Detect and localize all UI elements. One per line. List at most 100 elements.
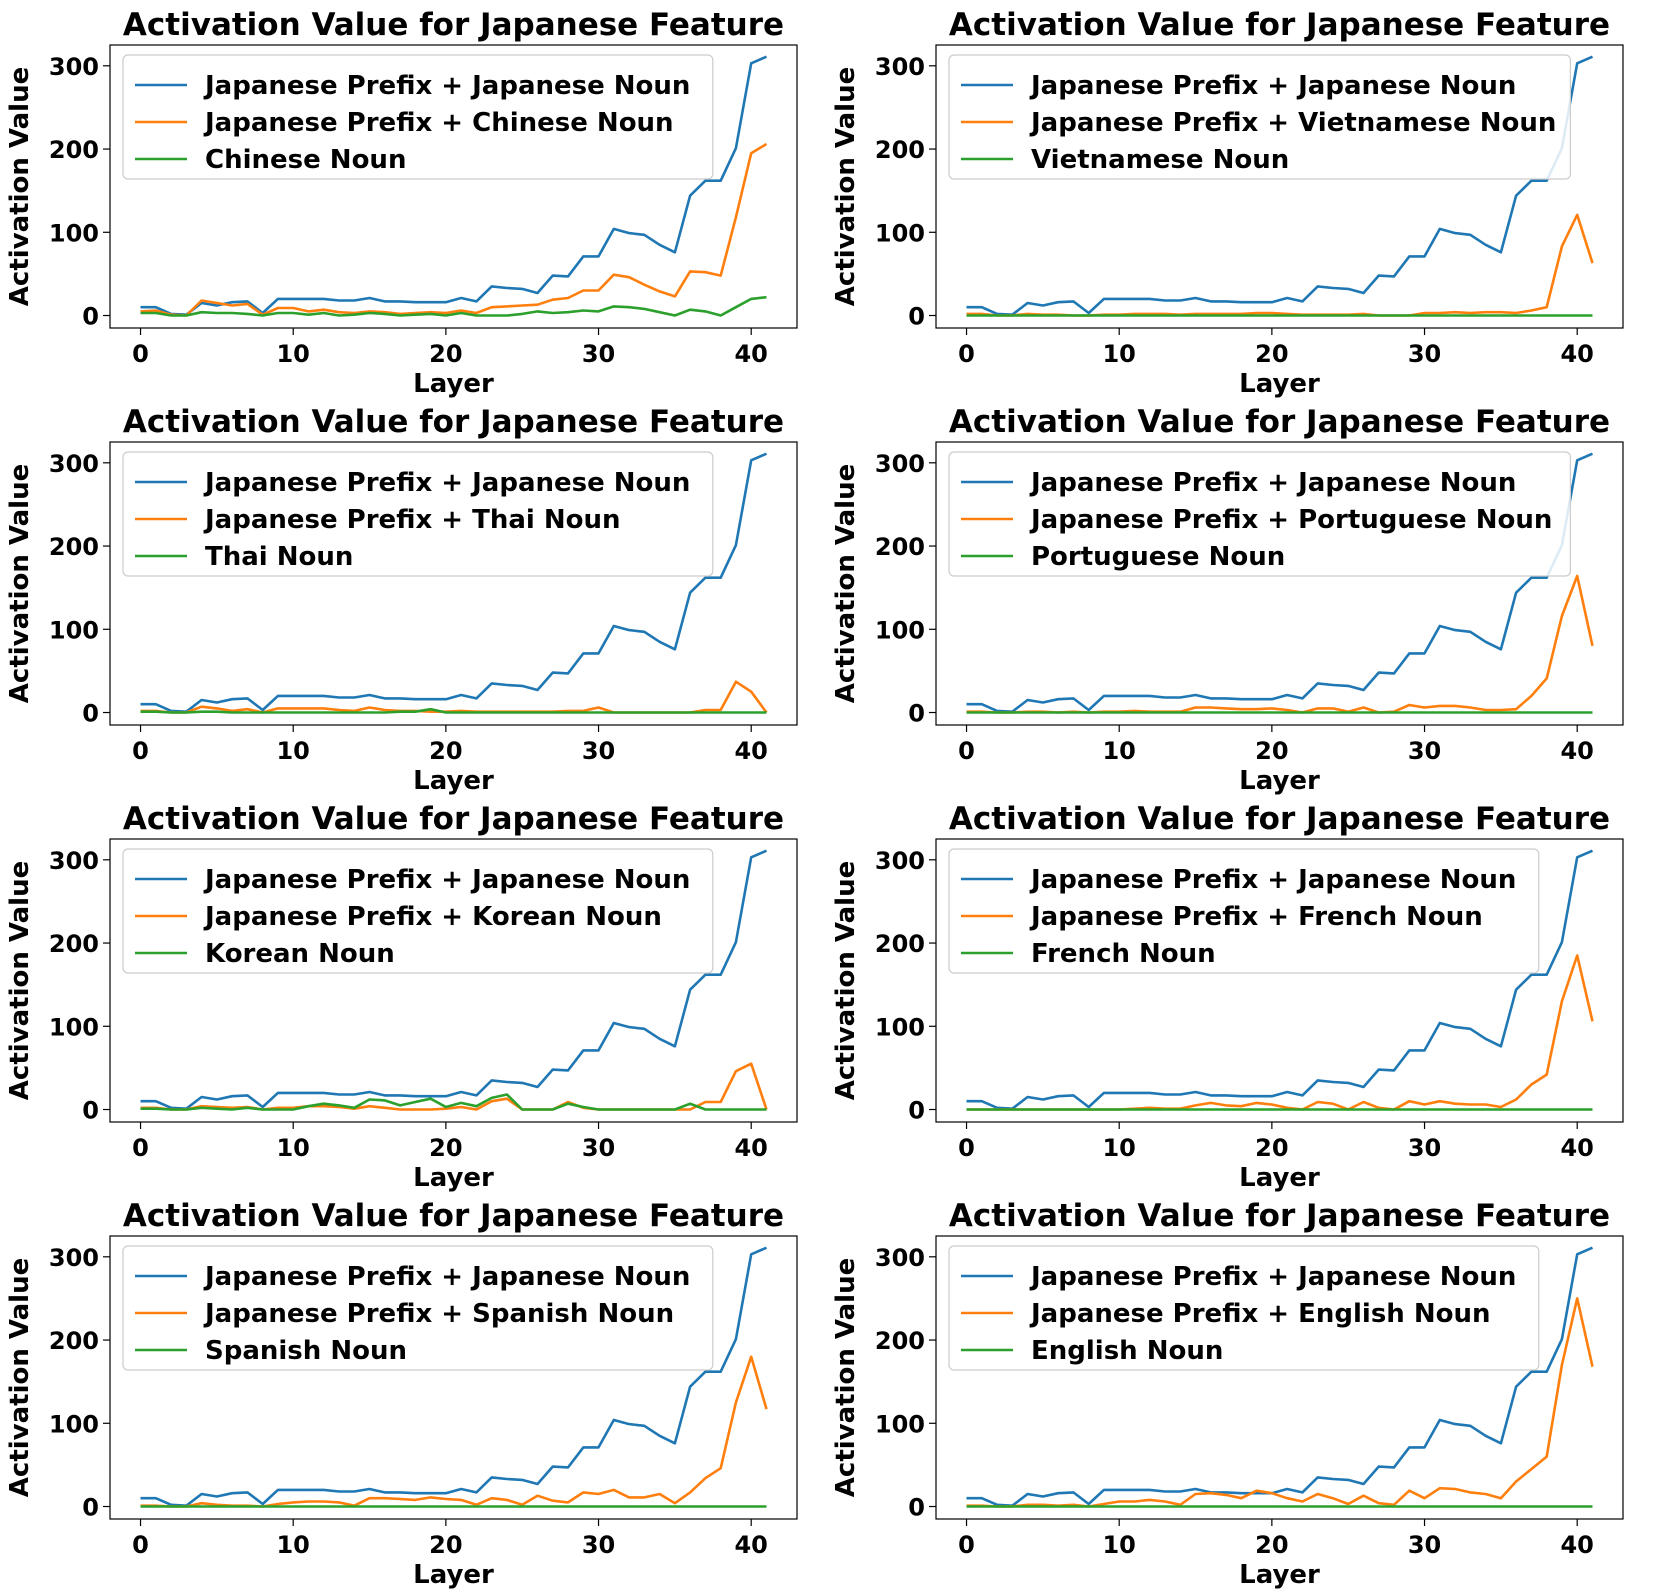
y-axis-label: Activation Value [5,67,35,306]
legend-label: Portuguese Noun [1031,542,1285,572]
legend-label: Japanese Prefix + Japanese Noun [203,71,690,101]
y-tick-label: 100 [49,616,99,644]
chart-title: Activation Value for Japanese Feature [123,1198,784,1234]
y-tick-label: 300 [875,450,925,478]
legend-label: Japanese Prefix + Japanese Noun [203,468,690,498]
axes-frame [109,838,798,1123]
legend-label: Japanese Prefix + Japanese Noun [203,1262,690,1292]
legend-label: Japanese Prefix + Japanese Noun [1029,865,1516,895]
y-tick-label: 100 [49,219,99,247]
y-axis-label: Activation Value [831,861,861,1100]
chart-title: Activation Value for Japanese Feature [123,404,784,440]
legend-label: Japanese Prefix + Japanese Noun [1029,1262,1516,1292]
y-tick-label: 300 [49,53,99,81]
legend-box [122,1245,714,1371]
y-tick-label: 0 [82,1097,99,1125]
legend-label: Japanese Prefix + Portuguese Noun [1029,505,1552,535]
x-tick-label: 30 [582,340,615,368]
legend-box [948,451,1572,577]
chart-title: Activation Value for Japanese Feature [949,801,1610,837]
x-tick-label: 30 [582,1531,615,1559]
series-line-3 [140,707,767,714]
legend-label: Spanish Noun [205,1336,407,1366]
legend: Japanese Prefix + Japanese Noun Japanese … [948,451,1572,577]
subplot-6: Activation Value for Japanese Feature 0 10… [831,801,1624,1193]
legend-label: Japanese Prefix + Chinese Noun [203,108,674,138]
axes-frame [935,838,1624,1123]
axes-frame [109,441,798,726]
y-tick-label: 200 [875,136,925,164]
subplot-7: Activation Value for Japanese Feature 0 10… [5,1198,798,1590]
series-line-1 [966,1246,1594,1507]
x-tick-label: 20 [1255,1134,1288,1162]
legend: Japanese Prefix + Japanese Noun Japanese … [948,1245,1540,1371]
legend-box [122,54,714,180]
x-tick-label: 20 [429,1531,462,1559]
legend: Japanese Prefix + Japanese Noun Japanese … [948,54,1572,180]
y-axis-label: Activation Value [831,464,861,703]
y-axis-label: Activation Value [831,67,861,306]
series-line-1 [140,849,768,1110]
x-axis-label: Layer [1239,1560,1320,1590]
y-tick-label: 100 [875,1013,925,1041]
legend-label: Vietnamese Noun [1031,145,1289,175]
chart-title: Activation Value for Japanese Feature [949,404,1610,440]
x-tick-label: 30 [1408,737,1441,765]
series-line-2 [966,1297,1594,1508]
x-tick-label: 40 [734,1531,767,1559]
legend-box [948,54,1572,180]
x-axis-label: Layer [413,766,494,796]
axes-frame [109,44,798,329]
x-tick-label: 30 [1408,1531,1441,1559]
y-axis-label: Activation Value [5,464,35,703]
x-tick-label: 40 [1560,1531,1593,1559]
legend-label: Japanese Prefix + Thai Noun [203,505,621,535]
axes-frame [109,1235,798,1520]
legend-label: English Noun [1031,1336,1223,1366]
x-axis-label: Layer [413,1163,494,1193]
series-line-1 [140,55,768,317]
x-tick-label: 40 [734,737,767,765]
axes-frame [935,441,1624,726]
x-tick-label: 30 [582,737,615,765]
y-tick-label: 200 [49,1327,99,1355]
y-tick-label: 0 [908,1097,925,1125]
chart-title: Activation Value for Japanese Feature [123,801,784,837]
x-tick-label: 10 [276,340,309,368]
y-tick-label: 0 [82,1494,99,1522]
legend: Japanese Prefix + Japanese Noun Japanese … [122,1245,714,1371]
x-tick-label: 20 [429,1134,462,1162]
y-tick-label: 100 [875,1410,925,1438]
y-tick-label: 300 [875,53,925,81]
y-tick-label: 100 [49,1013,99,1041]
x-tick-label: 0 [132,1134,149,1162]
legend-box [948,1245,1540,1371]
legend: Japanese Prefix + Japanese Noun Japanese … [122,848,714,974]
legend-label: Japanese Prefix + Vietnamese Noun [1029,108,1556,138]
x-tick-label: 0 [958,737,975,765]
x-axis-label: Layer [1239,369,1320,399]
subplot-8: Activation Value for Japanese Feature 0 10… [831,1198,1624,1590]
y-tick-label: 200 [875,533,925,561]
y-axis-label: Activation Value [831,1258,861,1497]
axes-frame [935,1235,1624,1520]
series-line-1 [966,55,1594,317]
y-tick-label: 200 [49,533,99,561]
y-tick-label: 100 [49,1410,99,1438]
legend-label: Korean Noun [205,939,395,969]
x-axis-label: Layer [1239,766,1320,796]
subplot-5: Activation Value for Japanese Feature 0 10… [5,801,798,1193]
x-axis-label: Layer [413,1560,494,1590]
legend: Japanese Prefix + Japanese Noun Japanese … [122,54,714,180]
x-tick-label: 40 [734,340,767,368]
x-axis-label: Layer [1239,1163,1320,1193]
x-tick-label: 20 [1255,340,1288,368]
legend: Japanese Prefix + Japanese Noun Japanese … [122,451,714,577]
legend-label: Chinese Noun [205,145,406,175]
x-tick-label: 10 [1102,1531,1135,1559]
x-tick-label: 40 [1560,1134,1593,1162]
legend-label: Japanese Prefix + Spanish Noun [203,1299,674,1329]
x-tick-label: 0 [132,1531,149,1559]
x-tick-label: 0 [958,1134,975,1162]
y-tick-label: 0 [82,303,99,331]
